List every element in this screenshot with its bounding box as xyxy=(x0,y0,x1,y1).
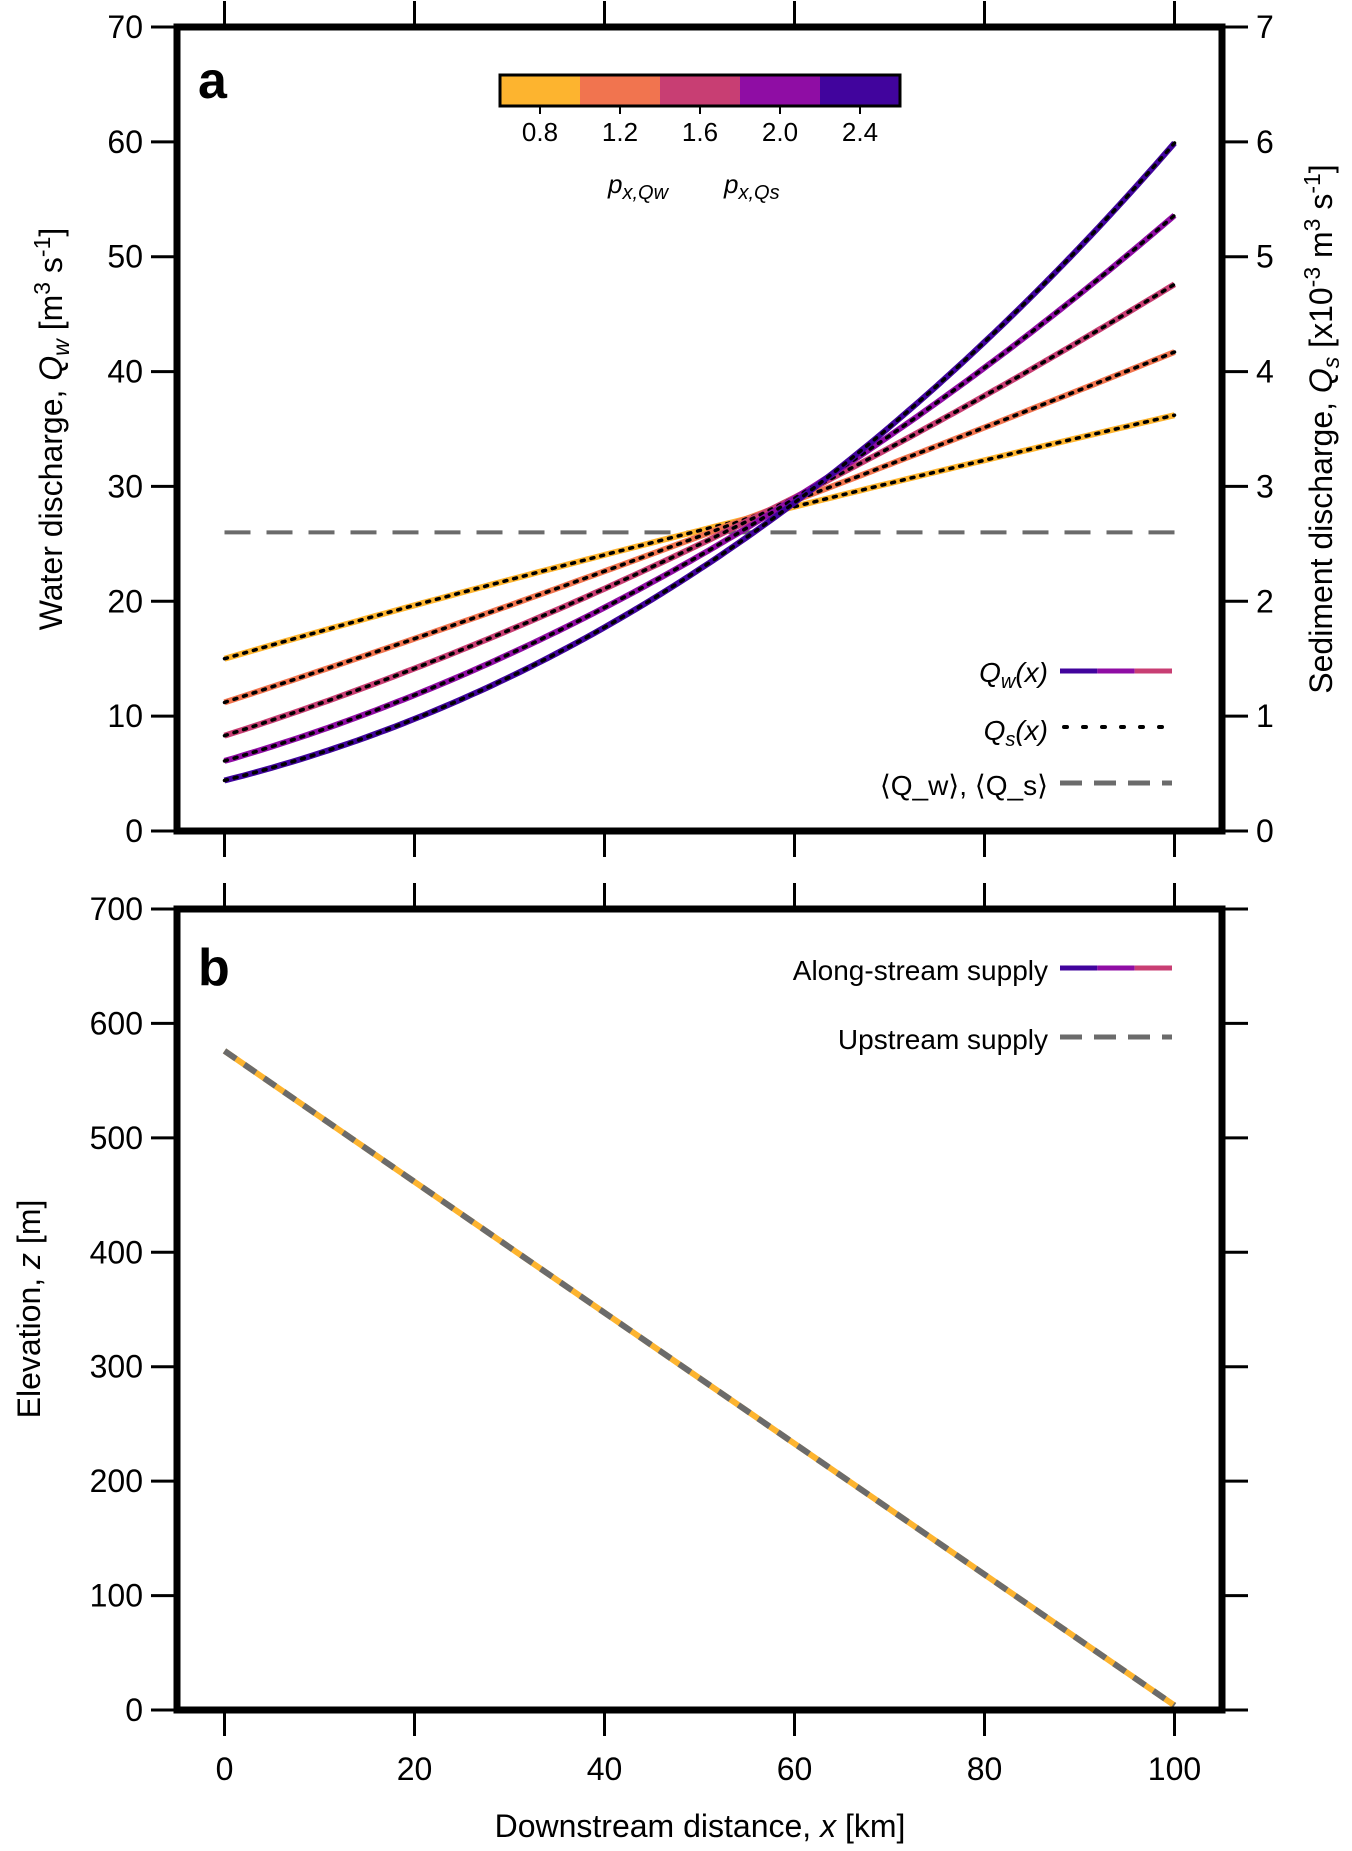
y-tick-label: 30 xyxy=(107,468,143,504)
panel-a-y-axis-title: Water discharge, Qw [m3 s-1] xyxy=(29,228,74,631)
colorbar: 0.8 1.2 1.6 2.0 2.4 xyxy=(498,73,902,147)
panel-b-ticks: 0 100 200 300 400 500 600 700 0 20 40 60 80 100 xyxy=(90,883,1248,1787)
y2-tick-label: 1 xyxy=(1256,698,1274,734)
colorbar-tick-label: 0.8 xyxy=(522,117,558,147)
y2-tick-label: 4 xyxy=(1256,354,1274,390)
y-tick-label: 200 xyxy=(90,1463,143,1499)
y-tick-label: 300 xyxy=(90,1349,143,1385)
colorbar-swatch xyxy=(500,75,581,106)
colorbar-tick-label: 2.0 xyxy=(762,117,798,147)
y-tick-label: 20 xyxy=(107,583,143,619)
colorbar-label-left: px,Qw xyxy=(607,169,670,204)
y-tick-label: 600 xyxy=(90,1005,143,1041)
panel-b-legend: Along-stream supply Upstream supply xyxy=(793,955,1172,1055)
qs-series-dotted-line xyxy=(222,282,1177,738)
panel-a-legend: Qw(x) Qs(x) ⟨Q_w⟩, ⟨Q_s⟩ xyxy=(880,657,1174,801)
colorbar-label-right: px,Qs xyxy=(723,169,780,204)
qs-series-dotted-line xyxy=(222,350,1177,705)
y-tick-label: 0 xyxy=(125,813,143,849)
legend-along-stream-text: Along-stream supply xyxy=(793,955,1048,986)
x-tick-label: 20 xyxy=(397,1751,433,1787)
qw-series-line xyxy=(223,349,1176,706)
y-tick-label: 70 xyxy=(107,9,143,45)
panel-b-y-axis-title: Elevation, z [m] xyxy=(11,1200,47,1419)
y-tick-label: 100 xyxy=(90,1578,143,1614)
y-tick-label: 50 xyxy=(107,239,143,275)
colorbar-swatch xyxy=(820,75,901,106)
y-tick-label: 10 xyxy=(107,698,143,734)
colorbar-swatch xyxy=(740,75,821,106)
panel-a-frame xyxy=(173,23,1226,835)
upstream-supply-line xyxy=(222,1048,1177,1708)
colorbar-swatch xyxy=(660,75,741,106)
x-tick-label: 100 xyxy=(1148,1751,1201,1787)
panel-a: 0 10 20 30 40 50 60 70 0 1 2 3 4 5 6 7 a 0.8 1.2 1.6 2.0 2.… xyxy=(29,1,1344,857)
legend-qw-text: Qw(x) xyxy=(979,657,1048,693)
colorbar-tick-label: 1.6 xyxy=(682,117,718,147)
panel-a-ticks: 0 10 20 30 40 50 60 70 0 1 2 3 4 5 6 7 xyxy=(107,1,1274,857)
y2-tick-label: 5 xyxy=(1256,239,1274,275)
y-tick-label: 60 xyxy=(107,124,143,160)
y-tick-label: 0 xyxy=(125,1692,143,1728)
qs-series-dotted-line xyxy=(222,413,1177,661)
x-tick-label: 0 xyxy=(216,1751,234,1787)
panel-b-letter: b xyxy=(198,939,230,997)
x-tick-label: 80 xyxy=(967,1751,1003,1787)
y-tick-label: 400 xyxy=(90,1234,143,1270)
legend-mean-text: ⟨Q_w⟩, ⟨Q_s⟩ xyxy=(880,770,1048,801)
x-tick-label: 40 xyxy=(587,1751,623,1787)
y-tick-label: 40 xyxy=(107,354,143,390)
qs-series-dotted-line xyxy=(222,213,1177,763)
y-tick-label: 500 xyxy=(90,1120,143,1156)
colorbar-tick-label: 2.4 xyxy=(842,117,878,147)
qs-series-dotted-line xyxy=(222,141,1177,783)
y2-tick-label: 7 xyxy=(1256,9,1274,45)
panel-b-x-axis-title: Downstream distance, x [km] xyxy=(495,1808,906,1844)
legend-upstream-text: Upstream supply xyxy=(838,1024,1048,1055)
y-tick-label: 700 xyxy=(90,891,143,927)
panel-b-data-lines xyxy=(222,1048,1177,1708)
panel-a-letter: a xyxy=(198,52,228,110)
y2-tick-label: 2 xyxy=(1256,583,1274,619)
y2-tick-label: 6 xyxy=(1256,124,1274,160)
colorbar-tick-label: 1.2 xyxy=(602,117,638,147)
panel-b: 0 100 200 300 400 500 600 700 0 20 40 60 80 100 b Ele… xyxy=(11,883,1248,1844)
panel-a-y2-axis-title: Sediment discharge, Qs [x10-3 m3 s-1] xyxy=(1299,164,1344,693)
panel-b-frame xyxy=(173,905,1226,1714)
colorbar-swatch xyxy=(580,75,661,106)
legend-qs-text: Qs(x) xyxy=(984,715,1048,751)
panel-a-data-lines xyxy=(222,141,1177,784)
x-tick-label: 60 xyxy=(777,1751,813,1787)
y2-tick-label: 0 xyxy=(1256,813,1274,849)
y2-tick-label: 3 xyxy=(1256,468,1274,504)
